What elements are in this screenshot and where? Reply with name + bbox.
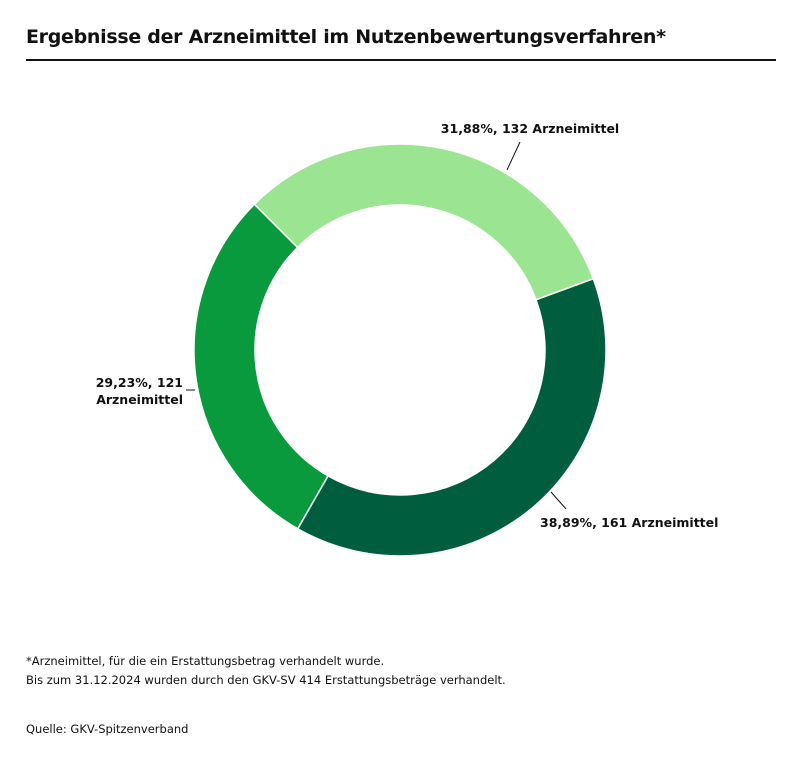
- leader-line-light: [506, 141, 521, 171]
- title-divider: [26, 59, 776, 61]
- leader-line-dark: [550, 491, 567, 510]
- data-label-mid-line1: 29,23%, 121: [96, 375, 183, 390]
- chart-title: Ergebnisse der Arzneimittel im Nutzenbew…: [26, 26, 666, 48]
- data-label-dark: 38,89%, 161 Arzneimittel: [540, 515, 718, 530]
- slice-light: [253, 143, 595, 301]
- source-note: Quelle: GKV-Spitzenverband: [26, 722, 189, 736]
- slice-dark: [296, 277, 607, 557]
- donut-chart: 31,88%, 132 Arzneimittel 38,89%, 161 Arz…: [96, 121, 718, 557]
- data-label-mid-line2: Arzneimittel: [96, 392, 183, 407]
- footnote-1: *Arzneimittel, für die ein Erstattungsbe…: [26, 654, 385, 668]
- slice-mid: [193, 203, 330, 530]
- data-label-light: 31,88%, 132 Arzneimittel: [441, 121, 619, 136]
- footnote-2: Bis zum 31.12.2024 wurden durch den GKV-…: [26, 673, 506, 687]
